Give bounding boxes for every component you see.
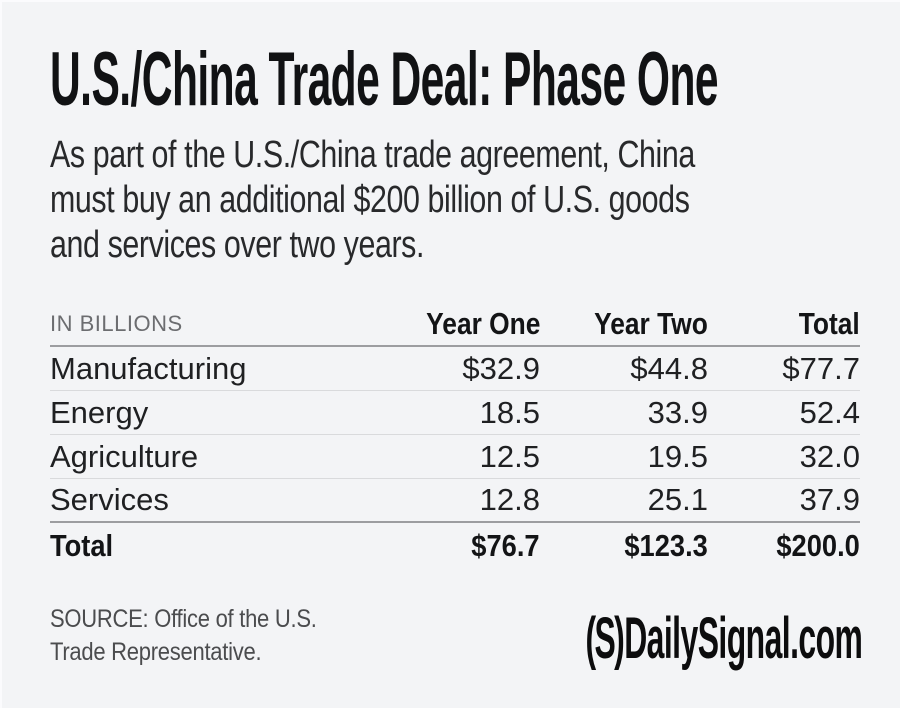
row-label: Agriculture xyxy=(50,438,199,474)
row-label: Total xyxy=(50,528,114,563)
unit-label: IN BILLIONS xyxy=(50,311,183,336)
cell-year-one: $76.7 xyxy=(471,528,540,563)
cell-total: 52.4 xyxy=(799,394,860,430)
cell-year-two: 19.5 xyxy=(647,438,708,474)
cell-year-one: 18.5 xyxy=(479,394,540,430)
publisher-logo: (S)DailySignal.com xyxy=(585,606,862,672)
page-title: U.S./China Trade Deal: Phase One xyxy=(50,37,719,122)
table-row-manufacturing: Manufacturing $32.9 $44.8 $77.7 xyxy=(50,347,860,391)
table-row-services: Services 12.8 25.1 37.9 xyxy=(50,479,860,523)
table-header-row: IN BILLIONS Year One Year Two Total xyxy=(50,303,860,347)
column-header-year-one: Year One xyxy=(425,306,540,341)
subtitle: As part of the U.S./China trade agreemen… xyxy=(50,134,695,266)
table-row-energy: Energy 18.5 33.9 52.4 xyxy=(50,391,860,435)
cell-year-two: 33.9 xyxy=(647,394,708,430)
cell-year-one: $32.9 xyxy=(462,350,540,386)
source-note: SOURCE: Office of the U.S. Trade Represe… xyxy=(50,605,317,666)
table-row-agriculture: Agriculture 12.5 19.5 32.0 xyxy=(50,435,860,479)
row-label: Services xyxy=(50,482,169,517)
cell-year-two: 25.1 xyxy=(647,482,708,517)
cell-total: 37.9 xyxy=(799,482,860,517)
cell-total: $200.0 xyxy=(776,528,860,563)
logo-wordmark: DailySignal.com xyxy=(623,606,863,671)
column-header-total: Total xyxy=(799,306,860,341)
row-label: Energy xyxy=(50,394,149,430)
logo-s-mark-icon: (S) xyxy=(585,606,624,671)
data-table: IN BILLIONS Year One Year Two Total Manu… xyxy=(50,303,860,569)
row-label: Manufacturing xyxy=(50,350,247,386)
cell-year-two: $123.3 xyxy=(624,528,708,563)
cell-total: $77.7 xyxy=(782,350,860,386)
cell-total: 32.0 xyxy=(799,438,860,474)
cell-year-one: 12.5 xyxy=(479,438,540,474)
table-row-total: Total $76.7 $123.3 $200.0 xyxy=(50,523,860,569)
cell-year-two: $44.8 xyxy=(630,350,708,386)
column-header-year-two: Year Two xyxy=(594,306,708,341)
cell-year-one: 12.8 xyxy=(479,482,540,517)
